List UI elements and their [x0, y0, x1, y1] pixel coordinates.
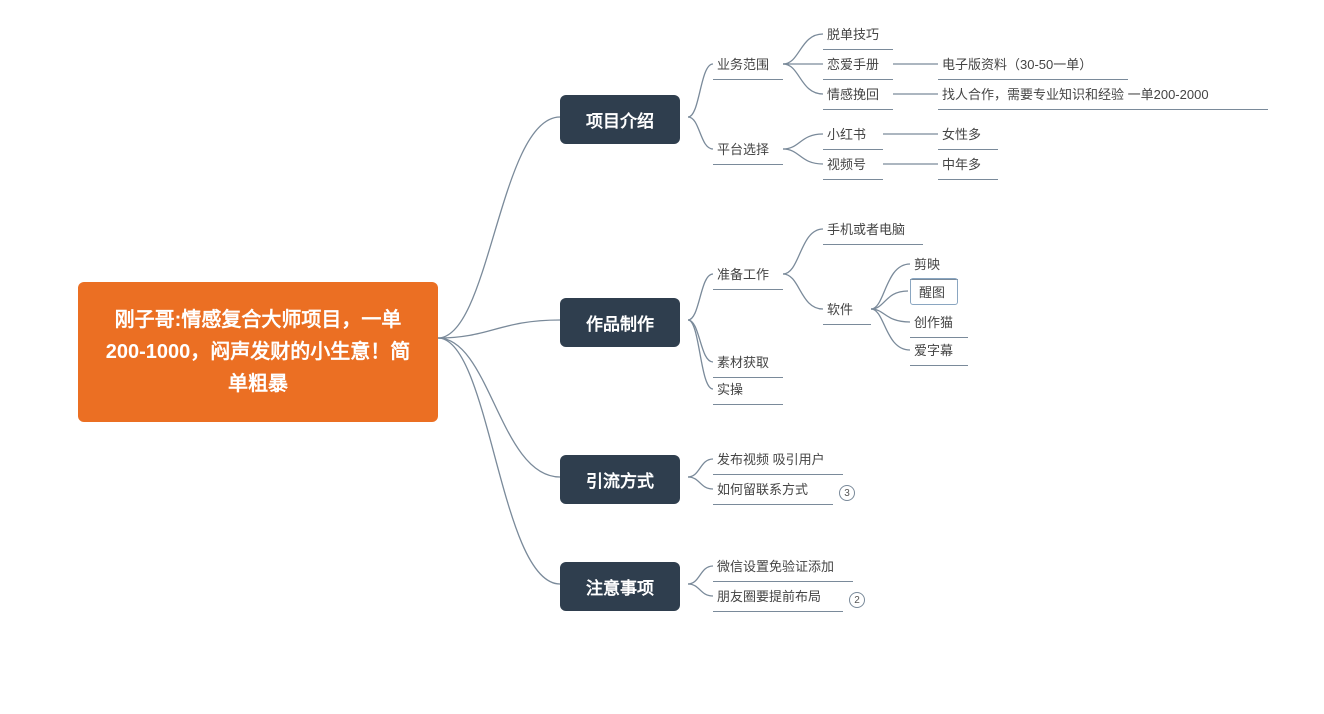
leaf-node-n-prep[interactable]: 准备工作: [713, 260, 783, 290]
leaf-node-n-plat[interactable]: 平台选择: [713, 135, 783, 165]
leaf-node-n-mid[interactable]: 中年多: [938, 150, 998, 180]
branch-node-b3[interactable]: 引流方式: [560, 455, 680, 504]
root-label: 刚子哥:情感复合大师项目，一单200-1000，闷声发财的小生意！简单粗暴: [106, 309, 411, 395]
leaf-node-n-pub[interactable]: 发布视频 吸引用户: [713, 445, 843, 475]
leaf-node-n-partner[interactable]: 找人合作，需要专业知识和经验 一单200-2000: [938, 80, 1268, 110]
leaf-label: 爱字幕: [914, 343, 953, 358]
leaf-label: 软件: [827, 302, 853, 317]
leaf-node-n-soft[interactable]: 软件: [823, 295, 871, 325]
leaf-node-n-contact[interactable]: 如何留联系方式: [713, 475, 833, 505]
leaf-label: 找人合作，需要专业知识和经验 一单200-2000: [942, 87, 1209, 102]
leaf-label: 平台选择: [717, 142, 769, 157]
leaf-node-n-biz[interactable]: 业务范围: [713, 50, 783, 80]
leaf-label: 剪映: [914, 257, 940, 272]
branch-node-b4[interactable]: 注意事项: [560, 562, 680, 611]
leaf-node-n-azm[interactable]: 爱字幕: [910, 336, 968, 366]
leaf-node-n-female[interactable]: 女性多: [938, 120, 998, 150]
leaf-label: 中年多: [942, 157, 981, 172]
leaf-label: 脱单技巧: [827, 27, 879, 42]
leaf-node-n-czm[interactable]: 创作猫: [910, 308, 968, 338]
leaf-label: 手机或者电脑: [827, 222, 905, 237]
leaf-label: 醒图: [919, 285, 945, 300]
leaf-node-n-wx[interactable]: 微信设置免验证添加: [713, 552, 853, 582]
count-badge: 2: [849, 592, 865, 608]
leaf-label: 朋友圈要提前布局: [717, 589, 821, 604]
leaf-label: 恋爱手册: [827, 57, 879, 72]
branch-label: 引流方式: [586, 472, 654, 491]
leaf-node-n-pyq[interactable]: 朋友圈要提前布局: [713, 582, 843, 612]
leaf-label: 如何留联系方式: [717, 482, 808, 497]
leaf-label: 发布视频 吸引用户: [717, 452, 825, 467]
leaf-label: 电子版资料（30-50一单）: [942, 57, 1092, 72]
leaf-label: 视频号: [827, 157, 866, 172]
leaf-label: 微信设置免验证添加: [717, 559, 834, 574]
root-node[interactable]: 刚子哥:情感复合大师项目，一单200-1000，闷声发财的小生意！简单粗暴: [78, 282, 438, 422]
leaf-node-n-xt[interactable]: 醒图: [910, 278, 958, 305]
leaf-label: 素材获取: [717, 355, 769, 370]
leaf-label: 情感挽回: [827, 87, 879, 102]
leaf-node-n-jy[interactable]: 剪映: [910, 250, 958, 280]
leaf-label: 业务范围: [717, 57, 769, 72]
leaf-node-n-manual[interactable]: 恋爱手册: [823, 50, 893, 80]
leaf-node-n-ebook[interactable]: 电子版资料（30-50一单）: [938, 50, 1128, 80]
branch-node-b1[interactable]: 项目介绍: [560, 95, 680, 144]
branch-label: 注意事项: [586, 579, 654, 598]
leaf-label: 准备工作: [717, 267, 769, 282]
branch-label: 项目介绍: [586, 112, 654, 131]
leaf-node-n-skill[interactable]: 脱单技巧: [823, 20, 893, 50]
leaf-node-n-prac[interactable]: 实操: [713, 375, 783, 405]
leaf-label: 创作猫: [914, 315, 953, 330]
leaf-label: 实操: [717, 382, 743, 397]
branch-node-b2[interactable]: 作品制作: [560, 298, 680, 347]
leaf-node-n-device[interactable]: 手机或者电脑: [823, 215, 923, 245]
leaf-node-n-sph[interactable]: 视频号: [823, 150, 883, 180]
leaf-node-n-recover[interactable]: 情感挽回: [823, 80, 893, 110]
branch-label: 作品制作: [586, 315, 654, 334]
leaf-label: 小红书: [827, 127, 866, 142]
leaf-node-n-mat[interactable]: 素材获取: [713, 348, 783, 378]
leaf-label: 女性多: [942, 127, 981, 142]
count-badge: 3: [839, 485, 855, 501]
leaf-node-n-xhs[interactable]: 小红书: [823, 120, 883, 150]
